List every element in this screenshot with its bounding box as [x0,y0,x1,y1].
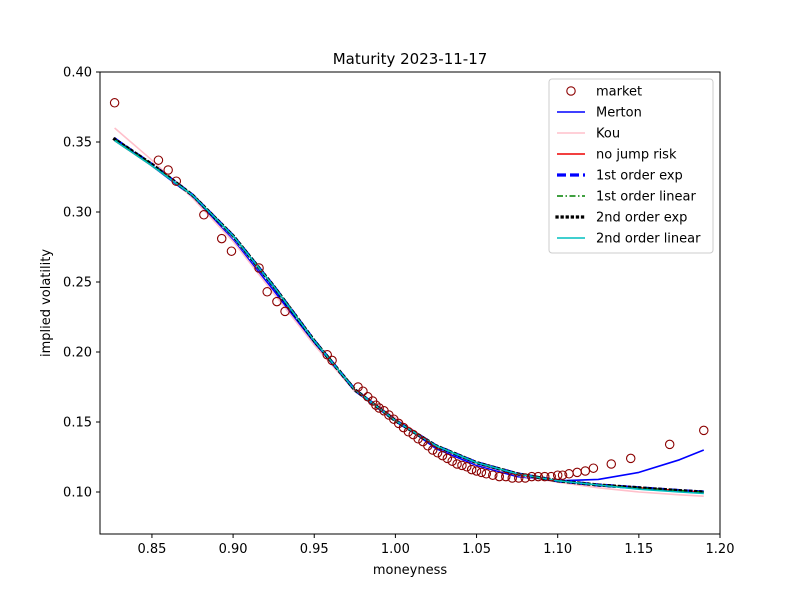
market-point [494,471,505,482]
x-tick-label: 1.15 [624,542,653,557]
market-point [546,471,556,482]
market-point [327,355,337,366]
legend-label-2nd-order-exp: 2nd order exp [596,211,687,226]
legend-handle-market [566,86,576,96]
market-point [452,459,462,469]
market-point [625,453,636,464]
y-tick-label: 0.35 [63,136,92,151]
y-tick-label: 0.40 [63,66,92,81]
market-point [413,434,423,444]
y-tick-label: 0.25 [63,276,92,291]
market-point [427,445,438,455]
market-point [481,469,492,479]
market-point [664,439,675,450]
y-tick-label: 0.20 [63,346,92,361]
market-point [374,403,384,413]
market-point [226,246,237,256]
x-tick-label: 1.20 [706,542,735,557]
x-tick-label: 1.10 [543,542,572,557]
y-axis-label: implied volatility [39,249,54,357]
x-axis: 0.85 0.90 0.95 1.00 1.05 1.10 1.15 1.20 [137,534,734,557]
market-point [403,427,414,437]
market-point [358,386,368,396]
market-point [552,470,563,480]
market-point [272,296,282,307]
y-axis: 0.10 0.15 0.20 0.25 0.30 0.35 0.40 [63,66,100,501]
y-tick-label: 0.10 [63,486,92,501]
x-tick-label: 0.85 [137,542,166,557]
legend-label-1st-order-exp: 1st order exp [596,169,683,184]
x-tick-label: 1.05 [462,542,491,557]
x-tick-label: 0.95 [300,542,329,557]
chart-title: Maturity 2023-11-17 [333,50,488,68]
market-point [606,459,617,469]
plot-frame [99,71,721,535]
market-point [371,400,381,410]
market-point [457,460,467,471]
market-point [520,473,530,483]
legend: market Merton Kou no jump risk 1st order exp… [548,78,714,254]
legend-label-merton: Merton [596,106,642,121]
series-layer [109,98,709,497]
market-point [254,263,264,273]
market-point [501,471,511,482]
legend-label-1st-order-linear: 1st order linear [596,190,696,205]
market-point [322,350,332,360]
market-point [163,165,173,175]
market-point [216,233,227,244]
market-point [580,466,591,476]
market-point [526,471,537,482]
legend-label-2nd-order-linear: 2nd order linear [596,232,701,247]
market-point [442,453,453,464]
market-point [262,287,272,297]
market-point [588,463,599,473]
market-point [699,425,709,436]
market-point [533,471,543,482]
y-tick-label: 0.30 [63,206,92,221]
market-point [507,473,517,483]
x-tick-label: 0.90 [219,542,248,557]
x-axis-label: moneyness [373,563,448,578]
series-line-2nd-order-linear [114,139,704,495]
plot-area [99,71,721,535]
market-point [199,210,209,220]
legend-label-no-jump-risk: no jump risk [596,148,677,163]
market-point [557,470,568,480]
market-point [280,306,290,317]
legend-label-kou: Kou [596,127,620,142]
legend-box [548,78,714,254]
market-point [432,448,443,458]
market-point [513,473,524,483]
market-point [171,176,182,186]
market-point [476,467,487,478]
market-point [437,450,448,461]
market-point [539,471,550,482]
x-tick-label: 1.00 [381,542,410,557]
market-point [488,470,498,480]
market-point [109,98,120,108]
market-point [153,155,164,165]
legend-label-market: market [596,85,642,100]
y-tick-label: 0.15 [63,416,92,431]
market-point [471,466,482,476]
market-point [462,462,472,472]
market-point [466,464,477,475]
market-point [447,456,457,466]
